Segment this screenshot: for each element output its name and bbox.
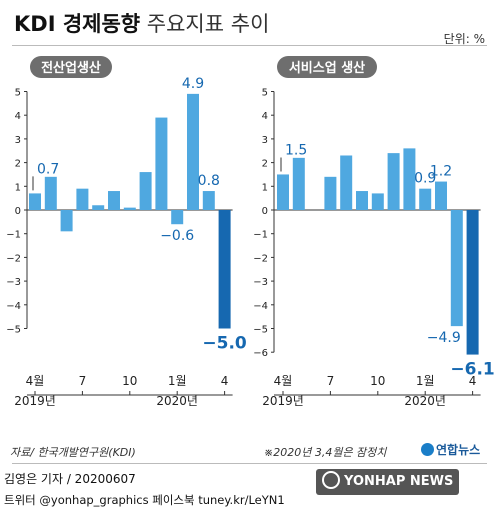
y-tick-label: 0 — [262, 206, 268, 217]
chart-badge — [277, 56, 377, 78]
y-tick-label: −4 — [6, 301, 21, 312]
x-tick-label: 2019년 — [14, 394, 56, 408]
x-tick-label: 4 — [469, 374, 477, 388]
bar — [371, 193, 384, 210]
y-tick-label: −1 — [6, 230, 21, 241]
x-tick-label: 7 — [79, 374, 87, 388]
y-tick-label: 4 — [262, 111, 268, 122]
y-tick-label: 3 — [262, 135, 268, 146]
x-tick-label: 2020년 — [156, 394, 198, 408]
bar — [202, 191, 215, 210]
reporter-credit: 김영은 기자 / 20200607 — [4, 472, 136, 486]
data-label: 0.7 — [37, 161, 59, 177]
data-label: 1.5 — [285, 142, 307, 158]
globe-icon — [322, 471, 340, 489]
x-tick-label: 10 — [122, 374, 137, 388]
bar — [171, 210, 184, 225]
y-tick-label: −6 — [253, 348, 268, 359]
x-tick-label: 1월 — [416, 374, 435, 388]
data-label: 4.9 — [182, 76, 204, 92]
bar — [92, 205, 105, 210]
bar — [324, 176, 337, 210]
unit-label: 단위: % — [443, 32, 485, 46]
sns-links: 트위터 @yonhap_graphics 페이스북 tuney.kr/LeYN1 — [4, 493, 285, 507]
bar — [76, 188, 89, 210]
data-label: 0.9 — [414, 171, 436, 187]
bar — [292, 157, 305, 210]
y-tick-label: −2 — [253, 253, 268, 264]
y-tick-label: 3 — [15, 135, 21, 146]
y-tick-label: 0 — [15, 206, 21, 217]
data-label: 0.8 — [198, 173, 220, 189]
bar — [123, 207, 136, 210]
bar — [450, 210, 463, 327]
bar — [218, 210, 231, 329]
y-tick-label: 1 — [15, 182, 21, 193]
bar — [155, 117, 168, 210]
bar — [44, 176, 57, 210]
title-sub: 주요지표 추이 — [146, 12, 270, 36]
logo-icon — [421, 443, 434, 456]
x-tick-label: 7 — [327, 374, 335, 388]
agency-name: YONHAP NEWS — [344, 474, 454, 489]
data-label: −0.6 — [160, 228, 194, 244]
bar — [187, 93, 199, 210]
y-tick-label: −3 — [253, 277, 268, 288]
y-tick-label: −5 — [6, 325, 21, 336]
bar — [108, 191, 120, 210]
yonhap-logo: 연합뉴스 — [421, 441, 480, 458]
chart-title: KDI 경제동향 주요지표 추이 — [14, 8, 269, 38]
x-tick-label: 2020년 — [404, 394, 446, 408]
industry-chart: 전산업생산543210−1−2−3−4−50.7−0.64.90.8−5.04월… — [6, 56, 247, 408]
chart-badge-label: 전산업생산 — [41, 60, 101, 76]
x-tick-label: 4월 — [26, 374, 45, 388]
data-label: −6.1 — [450, 360, 494, 380]
yonhap-news-badge: YONHAP NEWS — [316, 469, 460, 495]
bar — [277, 174, 289, 210]
bar — [403, 148, 416, 210]
bar — [60, 210, 73, 232]
x-tick-label: 1월 — [168, 374, 187, 388]
x-tick-label: 4월 — [274, 374, 293, 388]
bar — [356, 191, 368, 210]
y-tick-label: 4 — [15, 111, 21, 122]
source-text: 자료/ 한국개발연구원(KDI) — [10, 446, 136, 459]
bar — [139, 172, 152, 210]
y-tick-label: 5 — [262, 88, 268, 99]
y-tick-label: 5 — [15, 88, 21, 99]
data-label: 1.2 — [430, 164, 452, 180]
bar — [466, 210, 479, 355]
data-label: −5.0 — [202, 334, 247, 354]
y-tick-label: −3 — [6, 277, 21, 288]
y-tick-label: −5 — [253, 325, 268, 336]
x-tick-label: 2019년 — [262, 394, 304, 408]
chart-badge — [30, 56, 112, 78]
x-tick-label: 4 — [221, 374, 229, 388]
bar — [340, 155, 353, 210]
footer-rule — [12, 463, 487, 464]
data-label: −4.9 — [427, 330, 461, 346]
logo-text: 연합뉴스 — [436, 443, 481, 457]
y-tick-label: 1 — [262, 182, 268, 193]
bar — [387, 153, 400, 210]
bar — [435, 181, 447, 210]
service-chart: 서비스업 생산543210−1−2−3−4−5−61.50.91.2−4.9−6… — [253, 56, 495, 408]
x-tick-label: 10 — [370, 374, 385, 388]
y-tick-label: 2 — [262, 159, 268, 170]
y-tick-label: −1 — [253, 230, 268, 241]
top-rule — [12, 45, 487, 46]
bar — [29, 193, 41, 210]
bar — [419, 188, 432, 210]
title-main: KDI 경제동향 — [14, 12, 141, 36]
y-tick-label: −2 — [6, 253, 21, 264]
chart-badge-label: 서비스업 생산 — [289, 60, 365, 76]
provisional-note: ※2020년 3,4월은 잠정치 — [264, 446, 387, 459]
y-tick-label: 2 — [15, 159, 21, 170]
y-tick-label: −4 — [253, 301, 268, 312]
